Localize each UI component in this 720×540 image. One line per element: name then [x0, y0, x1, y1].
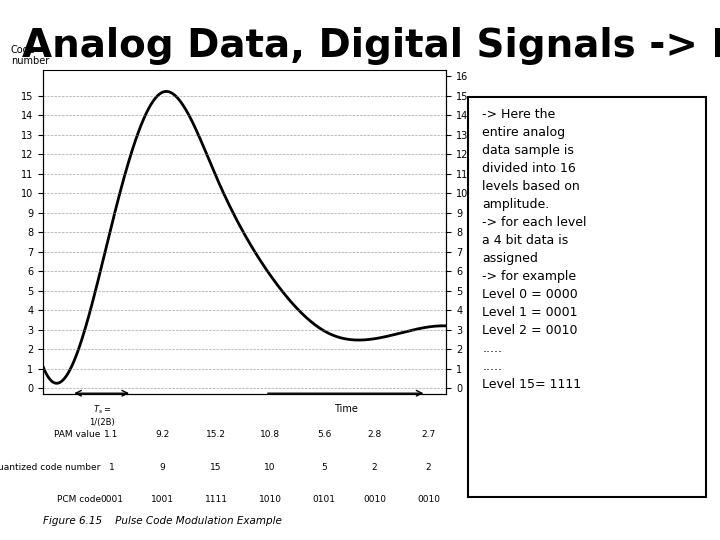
Text: Quantized code number: Quantized code number — [0, 463, 101, 471]
Text: 5: 5 — [321, 463, 327, 471]
Y-axis label: Normalized magnitude: Normalized magnitude — [472, 177, 481, 288]
Text: 10: 10 — [264, 463, 276, 471]
Text: 15.2: 15.2 — [206, 430, 226, 439]
Text: Figure 6.15    Pulse Code Modulation Example: Figure 6.15 Pulse Code Modulation Exampl… — [43, 516, 282, 526]
Text: 10.8: 10.8 — [260, 430, 280, 439]
Text: Analog Data, Digital Signals -> PCM: Analog Data, Digital Signals -> PCM — [22, 27, 720, 65]
Text: PCM code: PCM code — [57, 495, 101, 504]
Text: 1111: 1111 — [204, 495, 228, 504]
Text: 5.6: 5.6 — [317, 430, 331, 439]
Text: 0010: 0010 — [417, 495, 440, 504]
Text: 1: 1 — [109, 463, 114, 471]
Text: Time: Time — [333, 404, 358, 414]
Text: 9.2: 9.2 — [155, 430, 169, 439]
Text: 2: 2 — [372, 463, 377, 471]
Text: 2.8: 2.8 — [367, 430, 382, 439]
Text: 9: 9 — [159, 463, 165, 471]
Text: 0101: 0101 — [312, 495, 336, 504]
Text: $T_s =$
1/(2B): $T_s =$ 1/(2B) — [89, 404, 114, 427]
Text: 0010: 0010 — [363, 495, 386, 504]
Text: Code
number: Code number — [11, 45, 49, 66]
Text: 2: 2 — [426, 463, 431, 471]
Text: 15: 15 — [210, 463, 222, 471]
Text: PAM value: PAM value — [55, 430, 101, 439]
Text: 1001: 1001 — [150, 495, 174, 504]
Text: 1010: 1010 — [258, 495, 282, 504]
Text: 2.7: 2.7 — [421, 430, 436, 439]
Text: 1.1: 1.1 — [104, 430, 119, 439]
Text: 0001: 0001 — [100, 495, 123, 504]
Text: -> Here the
entire analog
data sample is
divided into 16
levels based on
amplitu: -> Here the entire analog data sample is… — [482, 108, 587, 391]
